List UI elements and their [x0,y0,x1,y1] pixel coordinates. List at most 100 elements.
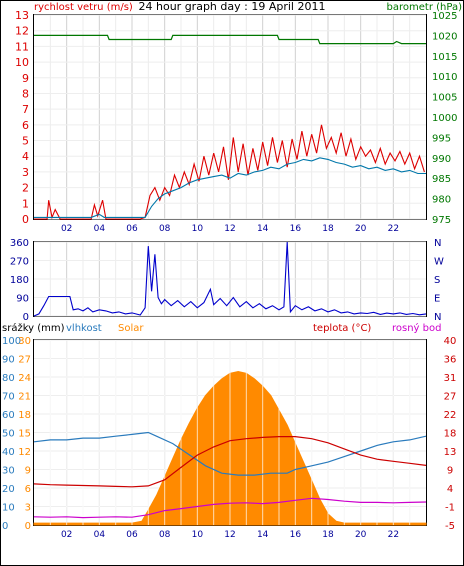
dew-point-label: rosný bod [392,322,441,334]
compass-tick-label: N [434,312,441,323]
direction-tick-label: 0 [23,312,29,323]
wind-tick-label: 7 [22,103,29,116]
wind-tick-label: 12 [15,25,29,38]
rain-temp-series [33,340,427,526]
temperature-tick-label: 9 [447,466,453,477]
temperature-tick-label: 18 [444,429,457,440]
pressure-tick-label: 1005 [432,93,457,104]
humidity-tick-label: 0 [25,521,31,532]
pressure-axis-label: barometr (hPa) [387,2,463,13]
humidity-label: vlhkost [66,323,102,334]
wind-direction-series [33,241,427,317]
x-tick-label: 10 [192,224,204,234]
rain-tick-label: 0 [2,521,8,532]
pressure-axis-ticks: 975 980 985 990 995 1000 1005 1010 1015 1020 1025 [432,11,457,226]
x-tick-label: 04 [94,530,106,540]
wind-direction-grid [34,241,426,317]
gust_blue-line [34,157,426,218]
direction-tick-label: 270 [10,257,29,268]
wind-tick-label: 11 [15,40,29,53]
wind-tick-label: 5 [22,135,29,148]
pressure-tick-label: 990 [432,154,451,165]
pressure-tick-label: 1015 [432,52,457,63]
humidity-tick-label: 24 [18,373,31,384]
x-tick-label: 10 [192,530,204,540]
x-tick-label: 18 [322,530,334,540]
x-tick-label: 20 [355,530,367,540]
dew-line [33,497,427,519]
x-tick-label: 16 [290,530,302,540]
wind-tick-label: 9 [22,72,29,85]
compass-tick-label: W [434,257,444,268]
x-tick-label: 14 [257,224,269,234]
humidity-tick-label: 12 [18,447,31,458]
wind-tick-label: 1 [22,197,29,210]
x-tick-label: 20 [355,224,367,234]
pressure-tick-label: 980 [432,195,451,206]
wind-pressure-series [34,34,426,220]
rain-label: srážky (mm) [2,322,65,334]
x-tick-label: 18 [322,224,334,234]
x-tick-label: 12 [224,530,235,540]
direction-tick-label: 180 [10,275,29,286]
pressure-tick-label: 995 [432,133,451,144]
pressure-tick-label: 1000 [432,113,457,124]
x-tick-label: 06 [126,224,138,234]
wind-tick-label: 13 [15,9,29,22]
temperature-tick-label: 27 [444,392,457,403]
pressure-tick-label: 985 [432,174,451,185]
temperature-tick-label: 40 [444,336,457,347]
humidity-tick-label: 18 [18,410,31,421]
wind-axis-label: rychlost vetru (m/s) [34,2,133,13]
temperature-tick-label: -5 [445,521,455,532]
pressure-tick-label: 975 [432,215,451,226]
temperature-tick-label: 22 [444,410,457,421]
chart-title: 24 hour graph day : 19 April 2011 [139,0,326,13]
rain-temp-x-ticks: 02 04 06 08 10 12 14 16 18 20 22 [61,530,399,540]
temperature-tick-label: -1 [445,503,455,514]
temperature-label: teplota (°C) [313,323,371,334]
rain-tick-label: 30 [2,466,15,477]
humidity-tick-label: 27 [18,355,31,366]
direction-tick-label: 360 [10,238,29,249]
x-tick-label: 22 [388,224,399,234]
x-tick-label: 08 [159,224,171,234]
direction-degree-ticks: 0 90 180 270 360 [10,238,29,323]
compass-tick-label: E [434,294,440,305]
temperature-line [33,436,427,488]
wind-tick-label: 8 [22,87,29,100]
humidity-tick-label: 30 [18,336,31,347]
wind-tick-label: 4 [22,150,29,163]
humidity-tick-label: 3 [25,503,31,514]
humidity-tick-label: 9 [25,466,31,477]
temperature-tick-label: 13 [444,447,457,458]
direction-line [33,241,427,317]
rain-tick-label: 40 [2,447,15,458]
x-tick-label: 04 [94,224,106,234]
pressure-line [34,34,426,45]
wind-tick-label: 0 [22,213,29,226]
wind-pressure-grid [34,14,426,220]
pressure-tick-label: 1025 [432,11,457,22]
x-tick-label: 06 [126,530,138,540]
solar-label: Solar [118,323,144,334]
rain-tick-label: 80 [2,373,15,384]
humidity-axis-ticks: 0 3 6 9 12 15 18 21 24 27 30 [18,336,31,532]
pressure-tick-label: 1020 [432,31,457,42]
rain-tick-label: 100 [2,336,21,347]
rain-tick-label: 20 [2,484,15,495]
x-tick-label: 16 [290,224,302,234]
compass-tick-label: S [434,275,440,286]
compass-tick-label: N [434,238,441,249]
humidity-tick-label: 15 [18,429,31,440]
temperature-axis-ticks: -5 -1 4 9 13 18 22 27 31 36 40 [444,336,457,532]
wind-tick-label: 10 [15,56,29,69]
temperature-tick-label: 4 [447,484,453,495]
wind-tick-label: 2 [22,182,29,195]
temperature-tick-label: 36 [444,355,457,366]
temperature-tick-label: 31 [444,373,457,384]
